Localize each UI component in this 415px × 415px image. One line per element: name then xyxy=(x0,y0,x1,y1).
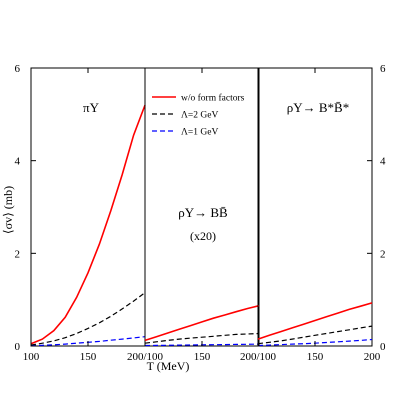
x-tick-label: 150 xyxy=(194,351,211,363)
x-tick-label: 150 xyxy=(307,351,324,363)
series-line-1 xyxy=(144,304,260,342)
y-tick-label-right: 0 xyxy=(380,341,386,353)
panel-title: ρΥ→ BB̄ xyxy=(178,205,228,220)
y-tick-label-right: 2 xyxy=(380,248,386,260)
x-tick-label: 200/100 xyxy=(240,351,277,363)
legend: w/o form factors Λ=2 GeV Λ=1 GeV xyxy=(152,93,245,138)
y-tick-label-left: 6 xyxy=(15,63,21,75)
panel-subtitle: (x20) xyxy=(190,229,216,243)
series-line-2 xyxy=(144,332,260,344)
series-line-1 xyxy=(257,302,373,340)
panel-title: πΥ xyxy=(83,100,100,115)
series-line-2 xyxy=(257,325,373,345)
y-tick-label-left: 0 xyxy=(15,341,21,353)
y-tick-label-left: 4 xyxy=(15,156,21,168)
legend-label: Λ=1 GeV xyxy=(181,128,218,138)
y-tick-label-right: 6 xyxy=(380,63,386,75)
panel-title: ρΥ→ B*B̄* xyxy=(287,100,349,115)
x-tick-label: 100 xyxy=(23,351,40,363)
x-tick-label: 150 xyxy=(80,351,97,363)
panel-3: ρΥ→ B*B̄* xyxy=(257,67,373,347)
x-tick-label: 200/100 xyxy=(127,351,164,363)
y-tick-label-right: 4 xyxy=(380,156,386,168)
x-tick-label: 200 xyxy=(364,351,381,363)
x-axis-label: T (MeV) xyxy=(147,359,190,373)
legend-label: w/o form factors xyxy=(181,93,245,104)
y-axis-label: ⟨σv⟩ (mb) xyxy=(1,186,15,234)
ticks-layer xyxy=(30,67,373,347)
series-line-1 xyxy=(30,104,146,345)
legend-label: Λ=2 GeV xyxy=(181,111,218,121)
series-line-2 xyxy=(30,292,146,346)
panel-1: πΥ xyxy=(30,67,146,347)
y-tick-label-left: 2 xyxy=(15,248,21,260)
